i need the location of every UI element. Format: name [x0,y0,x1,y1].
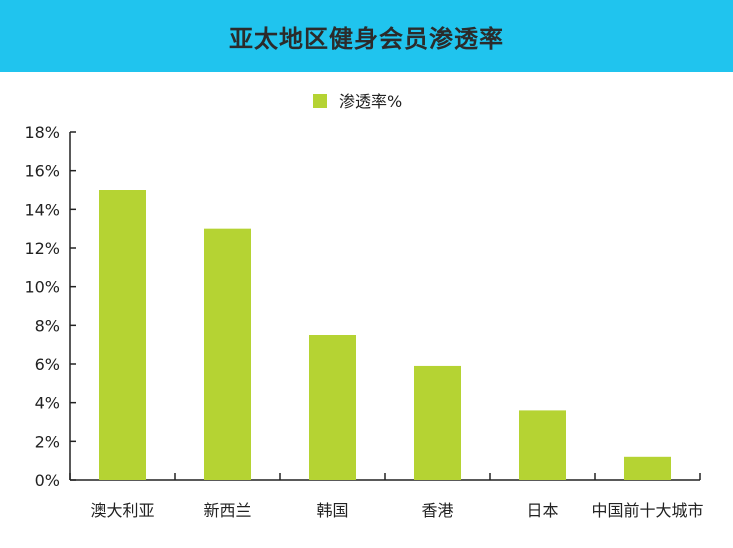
legend-swatch [313,94,327,108]
x-category-label: 香港 [421,501,453,520]
y-tick-label: 10% [24,278,60,297]
y-axis-ticks: 0% 2% 4% 6% 8% 10% 12% 14% 16% 18% [24,123,76,490]
y-tick-label: 12% [24,239,60,258]
legend-label: 渗透率% [339,92,402,111]
x-category-label: 中国前十大城市 [591,501,703,520]
y-tick-label: 8% [35,316,60,335]
bar-1 [204,228,251,480]
bar-2 [309,335,356,480]
bar-3 [414,365,461,480]
y-tick-label: 14% [24,200,60,219]
y-tick-label: 16% [24,162,60,181]
x-category-label: 日本 [526,501,558,520]
legend: 渗透率% [313,92,402,111]
bar-5 [624,456,671,480]
bar-4 [519,410,566,480]
bar-0 [99,190,146,480]
chart-area: 渗透率% 0% 2% 4% 6% 8% 10% 12% 14% 16% 18% 澳大利亚 新西兰 韩国… [0,72,733,548]
x-axis-ticks: 澳大利亚 新西兰 韩国 香港 日本 中国前十大城市 [69,473,704,520]
bar-chart: 渗透率% 0% 2% 4% 6% 8% 10% 12% 14% 16% 18% 澳大利亚 新西兰 韩国… [24,92,704,520]
x-category-label: 韩国 [316,501,348,520]
chart-title: 亚太地区健身会员渗透率 [229,24,504,53]
y-tick-label: 4% [35,394,60,413]
chart-header: 亚太地区健身会员渗透率 [0,0,733,72]
x-category-label: 新西兰 [203,501,251,520]
x-category-label: 澳大利亚 [90,501,154,520]
bars [99,190,671,480]
y-tick-label: 18% [24,123,60,142]
y-tick-label: 0% [35,471,60,490]
y-tick-label: 6% [35,355,60,374]
y-tick-label: 2% [35,432,60,451]
